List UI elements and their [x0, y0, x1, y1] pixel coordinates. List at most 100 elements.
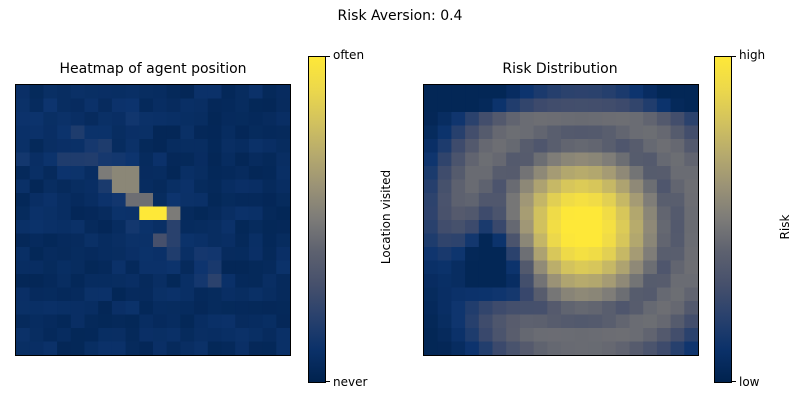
heatmap-cell	[424, 328, 439, 343]
heatmap-cell	[684, 166, 698, 181]
heatmap-cell	[29, 274, 44, 289]
heatmap-cell	[670, 85, 685, 100]
heatmap-cell	[629, 341, 644, 355]
heatmap-cell	[424, 125, 439, 140]
heatmap-cell	[221, 260, 236, 275]
heatmap-cell	[139, 341, 154, 355]
heatmap-cell	[492, 328, 507, 343]
heatmap-cell	[70, 301, 86, 316]
heatmap-cell	[207, 247, 223, 262]
heatmap-cell	[139, 152, 154, 167]
heatmap-cell	[43, 125, 58, 140]
heatmap-cell	[437, 193, 452, 208]
heatmap-cell	[180, 179, 195, 194]
heatmap-cell	[437, 314, 452, 329]
heatmap-cell	[656, 125, 672, 140]
heatmap-cell	[478, 125, 494, 140]
heatmap-cell	[547, 233, 562, 248]
heatmap-cell	[248, 193, 264, 208]
heatmap-cell	[615, 247, 631, 262]
heatmap-cell	[465, 112, 480, 127]
heatmap-cell	[684, 193, 698, 208]
heatmap-cell	[248, 98, 264, 113]
heatmap-cell	[194, 166, 209, 181]
heatmap-cell	[547, 85, 562, 100]
heatmap-cell	[194, 139, 209, 154]
heatmap-cell	[221, 193, 236, 208]
heatmap-cell	[235, 98, 250, 113]
heatmap-cell	[221, 98, 236, 113]
heatmap-cell	[451, 206, 466, 221]
heatmap-cell	[492, 139, 507, 154]
heatmap-cell	[84, 152, 99, 167]
heatmap-cell	[111, 233, 127, 248]
heatmap-cell	[451, 341, 466, 355]
location-colorbar	[308, 56, 326, 383]
heatmap-cell	[43, 301, 58, 316]
heatmap-cell	[670, 274, 685, 289]
heatmap-cell	[465, 166, 480, 181]
heatmap-cell	[670, 193, 685, 208]
heatmap-cell	[98, 98, 113, 113]
heatmap-cell	[437, 152, 452, 167]
heatmap-cell	[615, 233, 631, 248]
heatmap-cell	[670, 328, 685, 343]
heatmap-cell	[643, 233, 658, 248]
heatmap-cell	[57, 166, 72, 181]
heatmap-cell	[629, 328, 644, 343]
heatmap-cell	[643, 328, 658, 343]
heatmap-cell	[84, 247, 99, 262]
heatmap-cell	[643, 301, 658, 316]
heatmap-cell	[656, 112, 672, 127]
heatmap-cell	[57, 341, 72, 355]
heatmap-cell	[207, 125, 223, 140]
heatmap-cell	[29, 206, 44, 221]
heatmap-cell	[57, 139, 72, 154]
heatmap-cell	[465, 220, 480, 235]
heatmap-cell	[574, 125, 589, 140]
heatmap-cell	[125, 166, 140, 181]
heatmap-cell	[588, 166, 603, 181]
risk-distribution-heatmap	[423, 84, 699, 356]
heatmap-cell	[629, 287, 644, 302]
heatmap-cell	[262, 85, 277, 100]
heatmap-cell	[602, 179, 617, 194]
heatmap-cell	[670, 125, 685, 140]
heatmap-cell	[276, 341, 290, 355]
heatmap-cell	[574, 98, 589, 113]
heatmap-cell	[561, 152, 576, 167]
heatmap-cell	[437, 179, 452, 194]
heatmap-cell	[98, 314, 113, 329]
heatmap-cell	[561, 125, 576, 140]
heatmap-cell	[684, 220, 698, 235]
heatmap-cell	[43, 260, 58, 275]
heatmap-cell	[615, 206, 631, 221]
heatmap-cell	[153, 260, 168, 275]
heatmap-cell	[465, 274, 480, 289]
heatmap-cell	[248, 179, 264, 194]
heatmap-cell	[602, 166, 617, 181]
heatmap-cell	[84, 287, 99, 302]
heatmap-cell	[561, 233, 576, 248]
heatmap-cell	[84, 274, 99, 289]
heatmap-cell	[98, 287, 113, 302]
heatmap-cell	[424, 85, 439, 100]
heatmap-cell	[561, 139, 576, 154]
heatmap-cell	[262, 152, 277, 167]
heatmap-cell	[194, 179, 209, 194]
heatmap-cell	[180, 98, 195, 113]
heatmap-cell	[262, 112, 277, 127]
heatmap-cell	[492, 301, 507, 316]
heatmap-cell	[519, 98, 535, 113]
heatmap-cell	[235, 341, 250, 355]
colorbar-axis-label: Location visited	[379, 169, 393, 265]
heatmap-cell	[451, 301, 466, 316]
heatmap-cell	[465, 139, 480, 154]
heatmap-cell	[643, 166, 658, 181]
heatmap-cell	[111, 179, 127, 194]
heatmap-cell	[194, 98, 209, 113]
heatmap-cell	[615, 179, 631, 194]
heatmap-cell	[519, 341, 535, 355]
heatmap-cell	[478, 260, 494, 275]
heatmap-cell	[221, 166, 236, 181]
